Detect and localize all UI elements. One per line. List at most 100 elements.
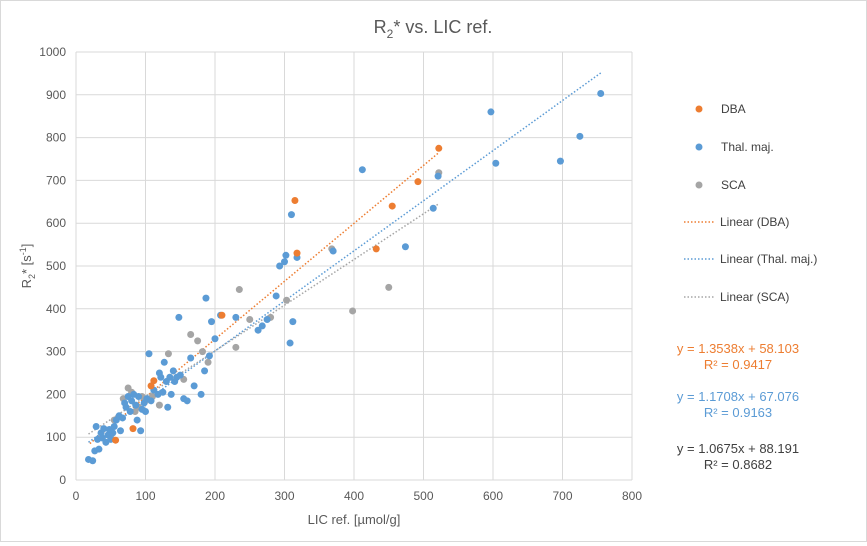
data-point [109,429,117,437]
data-point [487,108,495,116]
x-tick-label: 700 [552,489,572,503]
data-point [110,423,118,430]
y-tick-label: 400 [46,302,66,316]
trendline-r2: R² = 0.9163 [704,405,772,420]
trendline-r2: R² = 0.8682 [704,457,772,472]
data-point [211,335,219,343]
data-point [385,283,393,291]
data-point [263,316,271,323]
y-tick-label: 300 [46,345,66,359]
data-point [167,390,175,398]
y-tick-label: 900 [46,88,66,102]
data-point [291,197,299,205]
data-point [187,354,195,362]
data-point [329,247,337,255]
data-point [232,313,240,321]
trendline-equation: y = 1.3538x + 58.103 [677,341,799,356]
data-point [349,307,357,315]
x-axis-label: LIC ref. [µmol/g] [308,512,401,527]
data-point [126,408,134,416]
data-point [194,337,202,345]
data-point [388,202,396,210]
y-tick-label: 200 [46,387,66,401]
x-tick-label: 100 [135,489,155,503]
data-point [112,436,120,444]
data-point [142,408,149,416]
data-point [414,178,422,186]
data-point [283,296,291,304]
data-point [281,258,288,266]
data-points [85,90,605,465]
data-point [155,401,163,409]
y-tick-label: 1000 [39,45,66,59]
data-point [187,330,195,338]
y-tick-label: 800 [46,131,66,145]
legend-label: Linear (DBA) [720,215,789,229]
data-point [492,159,500,167]
data-point [272,292,280,300]
data-point [133,416,141,424]
y-tick-label: 600 [46,216,66,230]
legend: DBA Thal. maj. SCA Linear (DBA) Linear (Thal… [684,102,817,304]
data-point [246,316,254,323]
data-point [129,425,137,433]
data-point [122,403,130,411]
data-point [201,367,209,375]
data-point [202,294,210,302]
y-tick-label: 500 [46,259,66,273]
x-tick-label: 600 [483,489,503,503]
data-point [204,358,212,366]
data-point [576,132,584,140]
y-tick-label: 700 [46,173,66,187]
data-point [132,401,140,409]
legend-label: Thal. maj. [721,140,774,154]
data-point [147,382,155,390]
legend-marker [695,143,703,151]
data-point [89,457,97,465]
y-tick-label: 0 [59,473,66,487]
data-point [166,373,174,381]
gridlines [75,51,633,481]
data-point [434,172,442,180]
data-point [258,322,266,330]
data-point [119,414,127,422]
data-point [160,358,168,366]
data-point [293,249,301,257]
data-point [556,157,564,165]
data-point [235,286,243,294]
data-point [287,211,295,219]
data-point [254,326,262,334]
data-point [198,348,206,356]
y-tick-label: 100 [46,430,66,444]
legend-label: Linear (SCA) [720,290,789,304]
data-point [358,166,366,174]
data-point [128,397,136,405]
x-tick-label: 0 [73,489,80,503]
data-point [95,445,103,453]
data-point [169,367,177,375]
data-point [150,377,158,385]
data-point [372,245,380,253]
x-tick-label: 300 [274,489,294,503]
legend-marker [695,181,703,189]
data-point [218,311,226,319]
data-point [175,313,183,321]
data-point [435,144,443,152]
data-point [137,427,145,435]
data-point [197,390,205,398]
data-point [135,393,143,401]
trendline-equation: y = 1.0675x + 88.191 [677,441,799,456]
data-point [282,251,290,259]
trendline [89,152,440,445]
data-point [145,350,153,358]
x-tick-label: 800 [622,489,642,503]
data-point [208,318,216,326]
data-point [164,350,172,358]
data-point [92,423,100,430]
trendline-equation: y = 1.1708x + 67.076 [677,389,799,404]
data-point [164,403,172,411]
data-point [159,388,167,396]
trendlines [88,72,602,445]
data-point [157,373,165,381]
